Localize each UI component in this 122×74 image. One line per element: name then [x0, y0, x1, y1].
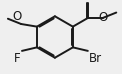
- Text: F: F: [14, 52, 21, 65]
- Text: Br: Br: [89, 52, 102, 65]
- Text: O: O: [12, 11, 22, 24]
- Text: O: O: [83, 0, 93, 2]
- Text: O: O: [98, 11, 108, 24]
